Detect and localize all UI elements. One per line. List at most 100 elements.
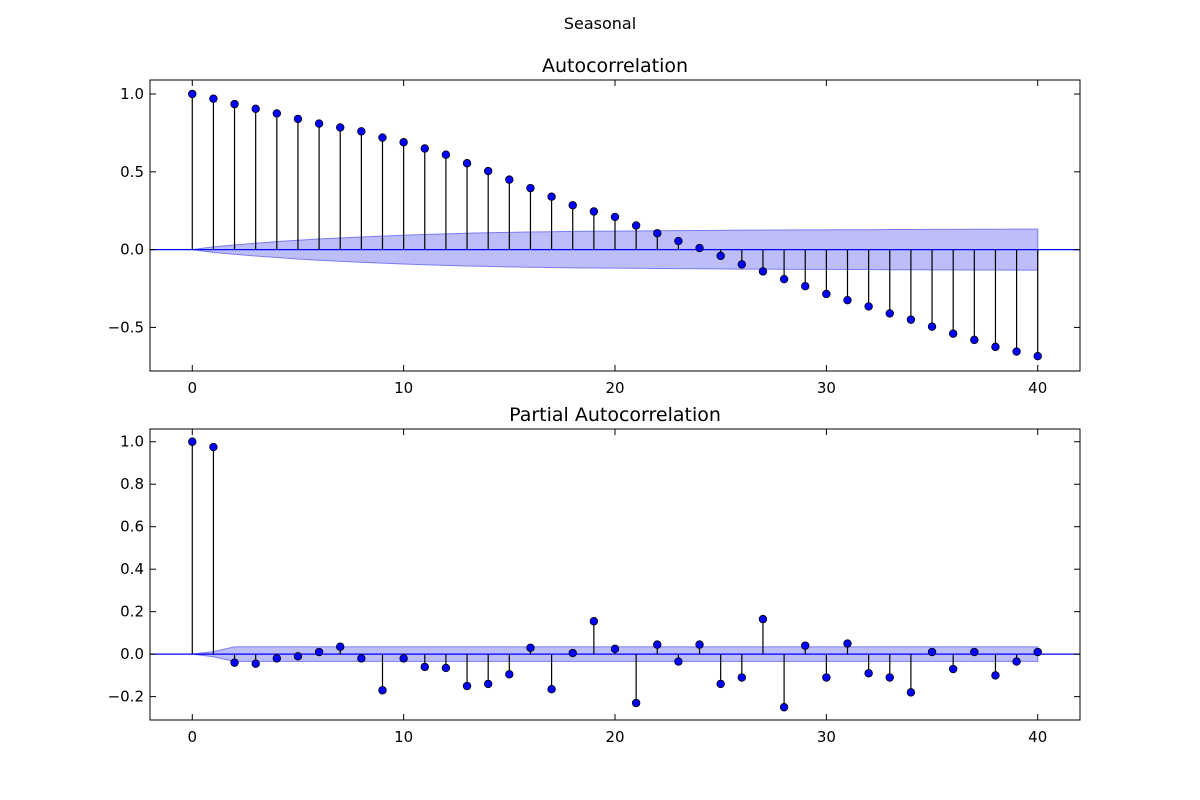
acf-point (357, 127, 366, 136)
pacf-x-axis: 0 10 20 30 40 (187, 429, 1047, 746)
acf-point (991, 342, 1000, 352)
pacf-point (462, 681, 472, 691)
pacf-y-tick-label: 0.8 (120, 475, 144, 493)
pacf-y-tick-label: 0.2 (120, 603, 144, 621)
pacf-y-tick-label: 0.6 (120, 518, 144, 536)
pacf-point (209, 442, 218, 452)
acf-x-axis: 0 10 20 30 40 (187, 80, 1047, 397)
acf-y-axis: −0.5 0.0 0.5 1.0 (108, 85, 1080, 336)
figure-suptitle: Seasonal (564, 14, 636, 33)
pacf-x-tick-label: 0 (187, 728, 197, 746)
pacf-point (505, 670, 514, 679)
acf-x-tick-label: 20 (605, 379, 624, 397)
acf-point (399, 138, 408, 147)
acf-point (209, 94, 218, 103)
acf-point (758, 267, 768, 276)
acf-point (462, 159, 472, 168)
pacf-point (610, 644, 620, 654)
pacf-point (822, 673, 831, 682)
pacf-point (1033, 647, 1042, 657)
pacf-y-tick-label: 0.4 (120, 560, 144, 578)
pacf-point (272, 654, 282, 663)
acf-stems (191, 94, 1039, 357)
pacf-point (864, 669, 873, 678)
acf-point (970, 335, 979, 345)
pacf-y-tick-label: 1.0 (120, 433, 144, 451)
acf-point (695, 243, 704, 253)
acf-markers (188, 89, 1042, 361)
acf-x-tick-label: 40 (1028, 379, 1047, 397)
acf-point (1012, 347, 1021, 356)
pacf-point (314, 647, 324, 657)
pacf-point (1012, 657, 1021, 666)
acf-x-tick-label: 10 (394, 379, 413, 397)
pacf-y-tick-label: 0.0 (120, 645, 144, 663)
acf-point (906, 315, 916, 324)
pacf-point (843, 639, 852, 648)
pacf-markers (188, 437, 1042, 712)
pacf-point (483, 679, 493, 689)
acf-point (864, 302, 873, 311)
pacf-point (441, 663, 451, 673)
pacf-point (970, 647, 979, 657)
acf-point (336, 123, 345, 132)
pacf-point (399, 654, 408, 663)
acf-point (547, 192, 556, 201)
acf-y-tick-label: 0.0 (120, 241, 144, 259)
pacf-point (737, 673, 747, 682)
acf-point (441, 150, 451, 159)
pacf-point (188, 437, 197, 446)
acf-point (779, 274, 789, 284)
pacf-x-tick-label: 40 (1028, 728, 1047, 746)
pacf-point (420, 662, 429, 672)
acf-point (674, 236, 683, 246)
acf-x-tick-label: 30 (817, 379, 836, 397)
acf-point (505, 175, 514, 184)
acf-point (188, 89, 197, 99)
acf-point (716, 251, 725, 261)
pacf-y-axis: −0.2 0.0 0.2 0.4 0.6 0.8 1.0 (108, 433, 1080, 706)
acf-point (272, 109, 282, 118)
acf-y-tick-label: 1.0 (120, 85, 144, 103)
acf-point (230, 99, 239, 109)
pacf-point (589, 617, 599, 626)
pacf-point (948, 664, 958, 674)
pacf-x-tick-label: 10 (394, 728, 413, 746)
pacf-title: Partial Autocorrelation (509, 404, 721, 426)
pacf-point (716, 679, 725, 689)
acf-point (948, 329, 958, 338)
pacf-point (547, 685, 556, 694)
acf-x-tick-label: 0 (187, 379, 197, 397)
acf-point (843, 295, 852, 305)
acf-y-tick-label: −0.5 (108, 318, 144, 336)
pacf-point (336, 642, 345, 651)
pacf-point (568, 648, 577, 658)
acf-point (885, 309, 894, 318)
pacf-point (653, 640, 662, 649)
acf-panel: Autocorrelation 0 10 20 30 40 −0.5 0.0 0.5 1.0 (108, 55, 1081, 397)
acf-point (314, 119, 324, 128)
pacf-x-tick-label: 20 (605, 728, 624, 746)
pacf-point (631, 698, 641, 708)
pacf-point (251, 659, 260, 668)
pacf-panel: Partial Autocorrelation 0 10 20 30 40 −0.2 0.… (108, 404, 1081, 746)
acf-point (420, 144, 429, 153)
pacf-point (991, 671, 1000, 680)
acf-point (589, 207, 599, 216)
acf-title: Autocorrelation (542, 55, 688, 77)
pacf-point (906, 688, 916, 697)
pacf-point (526, 643, 535, 652)
acf-point (568, 201, 577, 210)
acf-point (653, 229, 662, 238)
acf-point (251, 104, 260, 113)
pacf-point (758, 614, 768, 624)
acf-point (1033, 352, 1042, 361)
acf-point (822, 289, 831, 299)
pacf-point (293, 652, 303, 661)
pacf-point (885, 673, 894, 682)
pacf-point (779, 703, 789, 712)
pacf-point (927, 647, 937, 657)
acf-y-tick-label: 0.5 (120, 163, 144, 181)
